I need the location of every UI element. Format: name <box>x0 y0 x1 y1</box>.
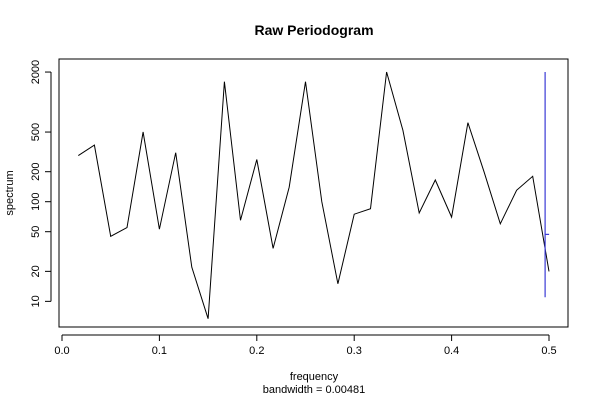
x-tick-label: 0.2 <box>249 345 264 357</box>
x-tick-label: 0.0 <box>54 345 69 357</box>
plot-frame <box>58 58 569 328</box>
y-tick-label: 200 <box>30 163 42 181</box>
x-tick-label: 0.3 <box>347 345 362 357</box>
plot-layer: 0.0 0.1 0.2 0.3 0.4 0.5 10 20 50 100 200 500 2000 <box>30 60 557 357</box>
y-tick-label: 100 <box>30 193 42 211</box>
y-tick-label: 500 <box>30 123 42 141</box>
y-tick-label: 10 <box>30 295 42 307</box>
y-tick-label: 20 <box>30 265 42 277</box>
y-tick-label: 50 <box>30 226 42 238</box>
y-axis-label: spectrum <box>4 170 16 215</box>
y-tick-label: 2000 <box>30 60 42 84</box>
x-tick-label: 0.4 <box>444 345 459 357</box>
x-axis-label: frequency <box>290 371 339 383</box>
chart-title: Raw Periodogram <box>254 22 373 38</box>
x-tick-label: 0.1 <box>152 345 167 357</box>
bandwidth-label: bandwidth = 0.00481 <box>263 384 365 396</box>
x-tick-label: 0.5 <box>541 345 556 357</box>
periodogram-line <box>78 71 550 319</box>
